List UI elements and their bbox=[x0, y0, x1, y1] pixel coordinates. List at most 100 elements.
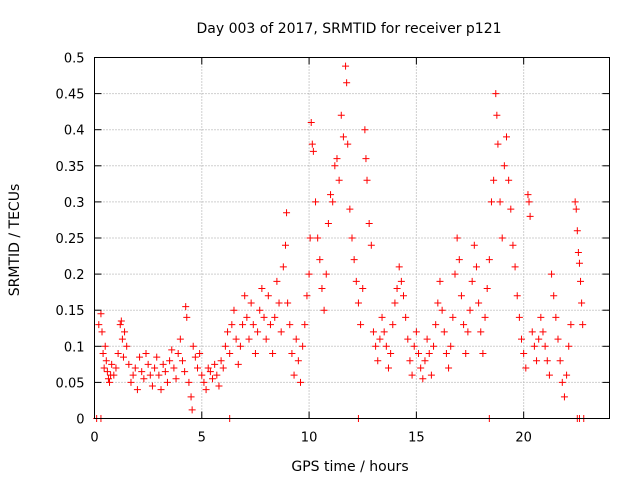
data-point bbox=[380, 328, 388, 336]
data-point bbox=[505, 176, 513, 184]
data-point bbox=[522, 364, 530, 372]
y-axis-label: SRMTID / TECUs bbox=[7, 184, 23, 297]
data-point bbox=[299, 342, 307, 350]
data-point bbox=[343, 79, 351, 87]
data-point bbox=[106, 378, 114, 386]
y-tick-label: 0.35 bbox=[56, 160, 85, 175]
data-point bbox=[430, 342, 438, 350]
data-point bbox=[552, 313, 560, 321]
data-point bbox=[449, 313, 457, 321]
data-point bbox=[123, 342, 131, 350]
data-point bbox=[548, 270, 556, 278]
data-point bbox=[283, 209, 291, 217]
data-point bbox=[487, 198, 495, 206]
data-point bbox=[539, 328, 547, 336]
data-point bbox=[140, 375, 148, 383]
data-point bbox=[209, 375, 217, 383]
data-point bbox=[518, 335, 526, 343]
data-point bbox=[127, 378, 135, 386]
grid-lines bbox=[94, 57, 610, 419]
data-point bbox=[307, 118, 315, 126]
data-point bbox=[245, 335, 253, 343]
data-point bbox=[230, 306, 238, 314]
data-point bbox=[436, 277, 444, 285]
data-point bbox=[103, 368, 111, 376]
data-point bbox=[462, 350, 470, 358]
data-point bbox=[432, 321, 440, 329]
data-point bbox=[275, 299, 283, 307]
data-point bbox=[170, 364, 178, 372]
data-point bbox=[451, 270, 459, 278]
data-point bbox=[247, 299, 255, 307]
data-point bbox=[384, 364, 392, 372]
data-point bbox=[515, 313, 523, 321]
data-points bbox=[93, 62, 588, 422]
data-point bbox=[556, 357, 564, 365]
y-tick-label: 0.5 bbox=[64, 52, 85, 67]
data-point bbox=[558, 378, 566, 386]
data-point bbox=[374, 357, 382, 365]
data-point bbox=[185, 378, 193, 386]
data-point bbox=[468, 277, 476, 285]
data-point bbox=[219, 364, 227, 372]
data-point bbox=[447, 342, 455, 350]
data-point bbox=[412, 328, 420, 336]
data-point bbox=[472, 263, 480, 271]
data-point bbox=[533, 357, 541, 365]
y-tick-label: 0 bbox=[76, 413, 84, 428]
data-point bbox=[560, 393, 568, 401]
data-point bbox=[520, 350, 528, 358]
data-point bbox=[500, 162, 508, 170]
data-point bbox=[408, 371, 416, 379]
data-point bbox=[116, 321, 124, 329]
data-point bbox=[324, 220, 332, 228]
data-point bbox=[395, 263, 403, 271]
data-point bbox=[434, 299, 442, 307]
data-point bbox=[277, 328, 285, 336]
y-tick-label: 0.1 bbox=[64, 340, 85, 355]
data-point bbox=[362, 155, 370, 163]
data-point bbox=[344, 140, 352, 148]
data-point bbox=[329, 198, 337, 206]
data-point bbox=[402, 313, 410, 321]
data-point bbox=[249, 321, 257, 329]
data-point bbox=[425, 350, 433, 358]
data-point bbox=[404, 335, 412, 343]
data-point bbox=[575, 259, 583, 267]
data-point bbox=[181, 368, 189, 376]
chart-title: Day 003 of 2017, SRMTID for receiver p12… bbox=[196, 21, 501, 37]
data-point bbox=[415, 350, 423, 358]
data-point bbox=[359, 285, 367, 293]
data-point bbox=[168, 346, 176, 354]
data-point bbox=[314, 234, 322, 242]
data-point bbox=[133, 386, 141, 394]
data-point bbox=[378, 313, 386, 321]
data-point bbox=[320, 306, 328, 314]
data-point bbox=[563, 371, 571, 379]
data-point bbox=[372, 342, 380, 350]
data-point bbox=[361, 126, 369, 134]
data-point bbox=[256, 306, 264, 314]
data-point bbox=[194, 364, 201, 372]
data-point bbox=[228, 321, 236, 329]
data-point bbox=[406, 357, 414, 365]
data-point bbox=[114, 350, 122, 358]
data-point bbox=[382, 342, 390, 350]
data-point bbox=[331, 162, 339, 170]
data-point bbox=[98, 328, 106, 336]
data-point bbox=[178, 357, 186, 365]
data-point bbox=[213, 371, 221, 379]
data-point bbox=[526, 212, 534, 220]
data-point bbox=[312, 198, 320, 206]
data-point bbox=[243, 313, 251, 321]
data-point bbox=[438, 306, 446, 314]
data-point bbox=[541, 342, 549, 350]
data-point bbox=[138, 368, 146, 376]
data-point bbox=[217, 357, 225, 365]
data-point bbox=[389, 321, 397, 329]
data-point bbox=[153, 353, 161, 361]
data-point bbox=[577, 277, 585, 285]
data-point bbox=[369, 328, 377, 336]
data-point bbox=[117, 317, 125, 325]
